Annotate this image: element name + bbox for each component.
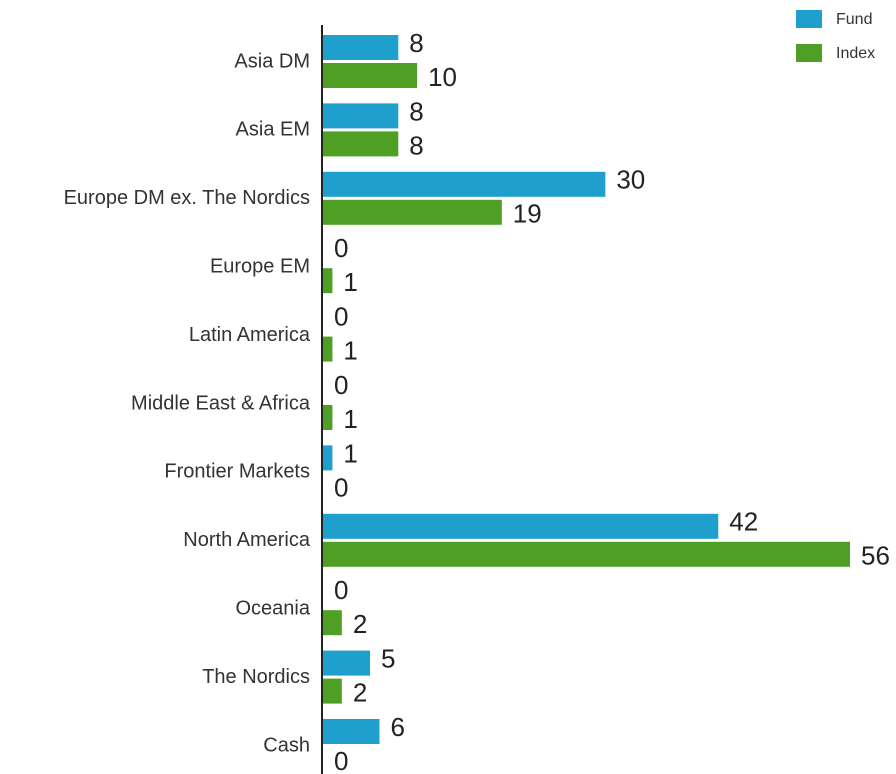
legend-swatch — [796, 44, 822, 62]
y-tick-label: The Nordics — [202, 666, 310, 688]
y-tick-label: Asia DM — [234, 50, 310, 72]
bar — [323, 650, 371, 676]
data-label: 0 — [334, 746, 348, 774]
bar — [323, 336, 333, 362]
y-tick-label: Oceania — [236, 597, 311, 619]
bar — [323, 513, 719, 539]
bar — [323, 541, 850, 567]
bar — [323, 199, 502, 225]
data-label: 6 — [390, 712, 404, 742]
bar — [323, 405, 333, 430]
bar — [323, 63, 418, 88]
data-label: 19 — [513, 199, 542, 229]
bar — [323, 678, 342, 704]
data-label: 1 — [343, 335, 357, 365]
data-label: 2 — [353, 677, 367, 707]
data-label: 8 — [409, 130, 423, 160]
data-label: 30 — [616, 165, 645, 195]
bar — [323, 131, 399, 157]
y-tick-label: Latin America — [189, 324, 311, 346]
data-label: 0 — [334, 233, 348, 263]
data-label: 8 — [409, 96, 423, 126]
data-label: 0 — [334, 301, 348, 331]
data-label: 0 — [334, 472, 348, 502]
data-label: 56 — [861, 541, 890, 571]
legend-swatch — [796, 10, 822, 28]
y-tick-label: Cash — [263, 734, 310, 756]
y-tick-label: Frontier Markets — [164, 461, 310, 483]
data-label: 1 — [343, 404, 357, 434]
bar — [323, 35, 399, 60]
data-label: 1 — [343, 438, 357, 468]
bar — [323, 103, 399, 129]
data-label: 10 — [428, 62, 457, 92]
data-label: 0 — [334, 370, 348, 400]
legend-label: Fund — [836, 11, 872, 28]
bar — [323, 610, 342, 636]
data-label: 1 — [343, 267, 357, 297]
y-tick-label: Europe DM ex. The Nordics — [64, 187, 310, 209]
data-label: 5 — [381, 643, 395, 673]
data-label: 0 — [334, 575, 348, 605]
data-label: 42 — [729, 507, 758, 537]
y-tick-label: North America — [183, 529, 311, 551]
bar — [323, 445, 333, 471]
data-label: 2 — [353, 609, 367, 639]
y-tick-label: Europe EM — [210, 255, 310, 277]
bar — [323, 171, 606, 197]
y-tick-label: Middle East & Africa — [131, 392, 311, 414]
legend-label: Index — [836, 45, 875, 62]
y-tick-label: Asia EM — [236, 119, 310, 141]
bar — [323, 719, 380, 744]
bar — [323, 268, 333, 294]
data-label: 8 — [409, 28, 423, 58]
